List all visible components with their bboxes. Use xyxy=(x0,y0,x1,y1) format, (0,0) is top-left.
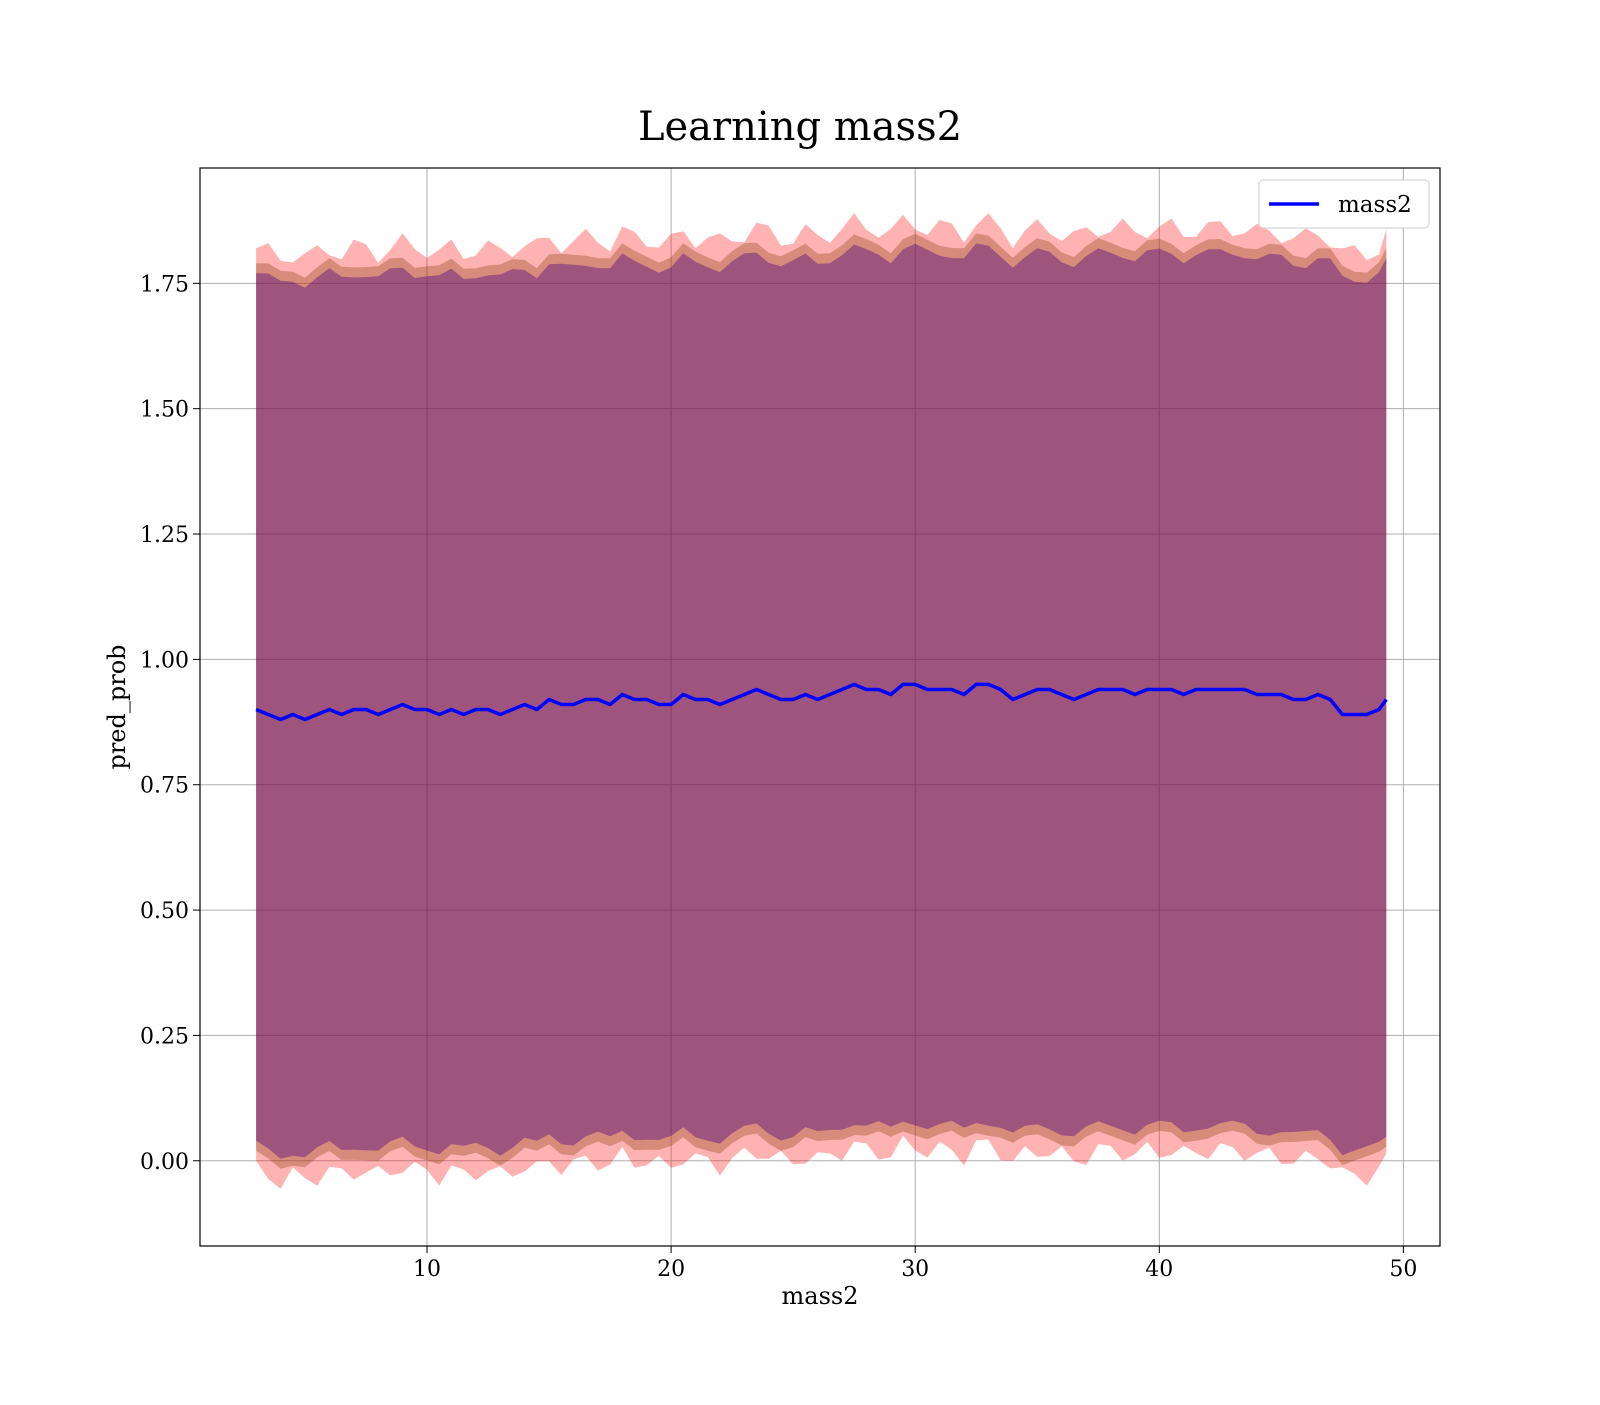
y-axis-label: pred_prob xyxy=(103,644,131,769)
band-outer xyxy=(256,213,1387,1189)
y-tick-layer: 0.00 0.25 0.50 0.75 1.00 1.25 1.50 1.75 xyxy=(140,272,200,1175)
y-tick-label: 0.75 xyxy=(140,774,189,799)
band-inner xyxy=(256,243,1387,1159)
y-tick-label: 1.75 xyxy=(140,272,189,297)
x-tick-label: 10 xyxy=(413,1257,441,1282)
band-middle xyxy=(256,233,1387,1169)
y-tick-label: 0.25 xyxy=(140,1024,189,1049)
y-tick-label: 1.50 xyxy=(140,398,189,423)
line-layer xyxy=(255,682,1388,722)
x-tick-label: 20 xyxy=(657,1257,685,1282)
plot-frame xyxy=(199,167,1441,1247)
x-tick-layer: 10 20 30 40 50 xyxy=(413,1246,1417,1282)
legend: mass2 xyxy=(1258,179,1430,229)
band-layer xyxy=(256,213,1387,1189)
x-tick-label: 30 xyxy=(901,1257,929,1282)
y-tick-label: 1.25 xyxy=(140,523,189,548)
y-tick-label: 0.00 xyxy=(140,1150,189,1175)
y-tick-label: 1.00 xyxy=(140,648,189,673)
x-axis-label: mass2 xyxy=(782,1282,859,1310)
x-tick-label: 40 xyxy=(1145,1257,1173,1282)
chart-title: Learning mass2 xyxy=(638,104,962,150)
grid-layer xyxy=(200,168,1440,1246)
legend-box xyxy=(1258,179,1430,229)
series-line-mass2 xyxy=(255,682,1388,722)
y-tick-label: 0.50 xyxy=(140,899,189,924)
legend-label: mass2 xyxy=(1338,192,1412,218)
x-tick-label: 50 xyxy=(1389,1257,1417,1282)
